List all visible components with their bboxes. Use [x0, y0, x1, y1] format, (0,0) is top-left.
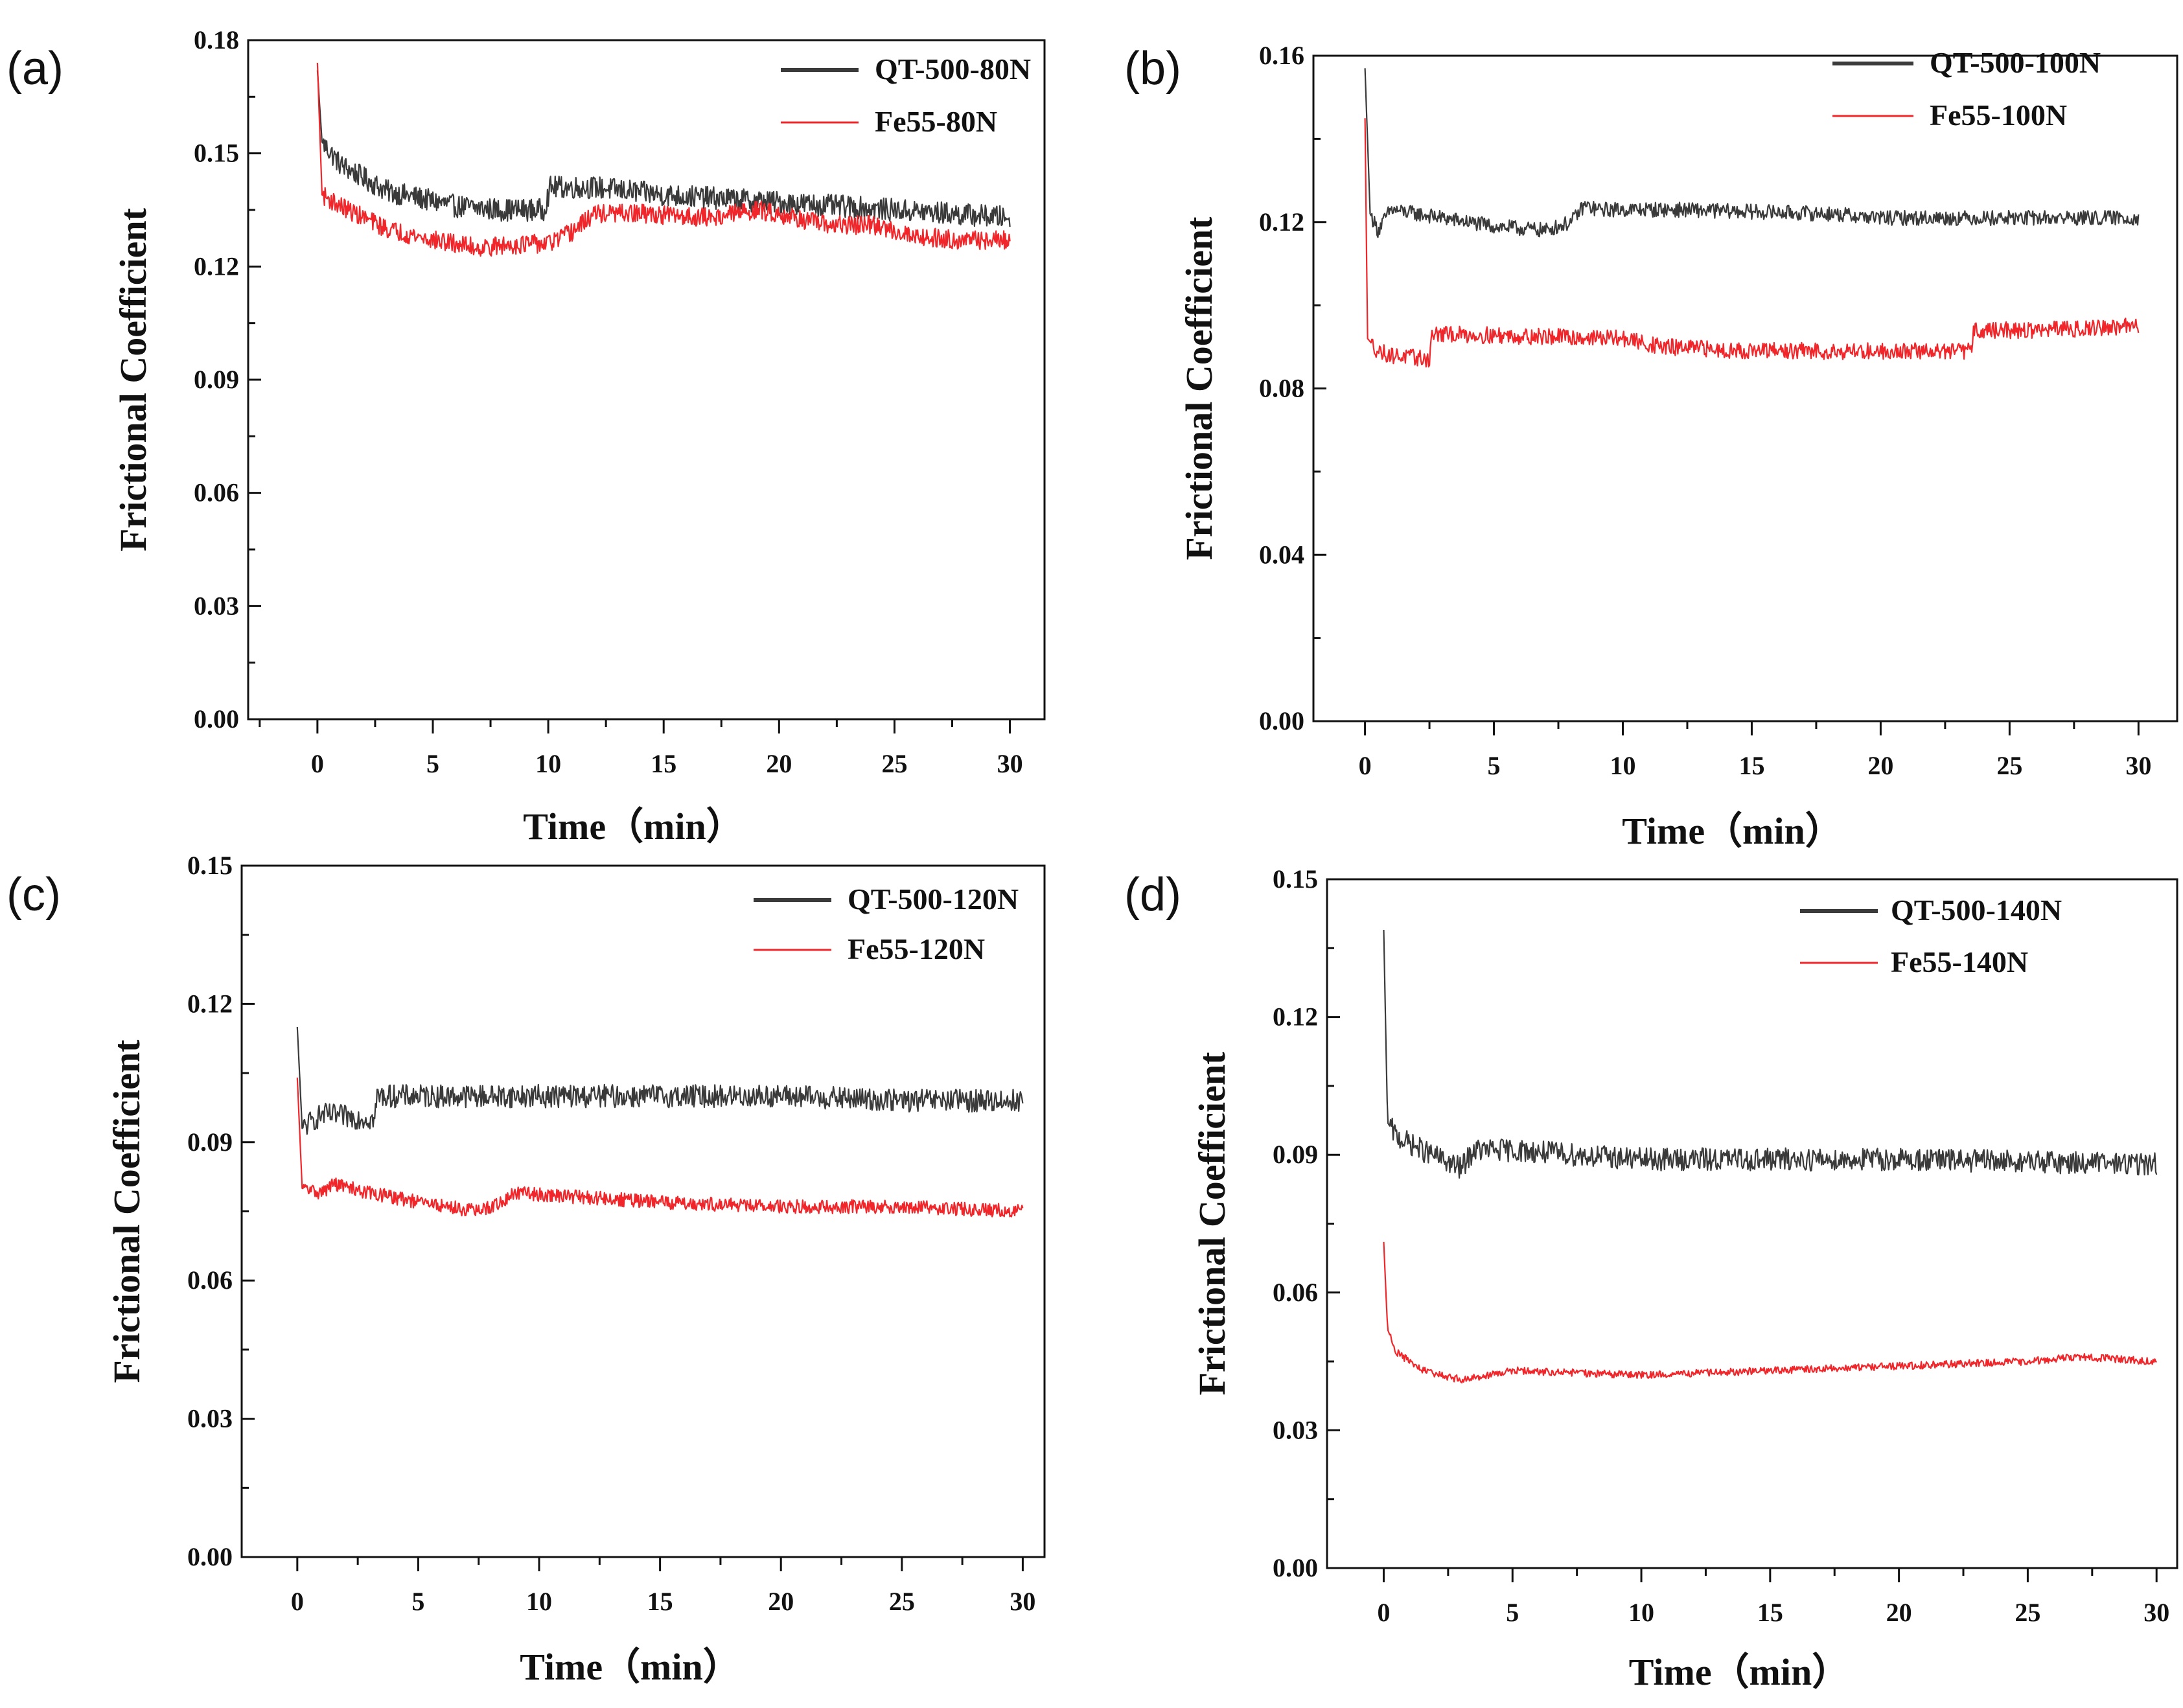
x-axis-title: Time（min）: [1629, 1651, 1850, 1693]
x-tick-label: 20: [766, 749, 792, 778]
series-line-Fe55-80N: [316, 62, 1011, 257]
y-axis-title: Frictional Coefficient: [106, 1039, 148, 1383]
plot-frame: [1312, 54, 2178, 722]
plot-frame: [247, 39, 1046, 721]
x-tick-label: 10: [526, 1587, 552, 1616]
x-tick-label: 20: [1867, 751, 1893, 780]
y-tick-label: 0.04: [1259, 540, 1304, 569]
x-tick-label: 25: [2015, 1598, 2040, 1627]
series-line-Fe55-100N: [1364, 118, 2140, 368]
series-line-QT-500-100N: [1364, 68, 2140, 238]
x-tick-label: 20: [1886, 1598, 1912, 1627]
y-tick-label: 0.09: [187, 1127, 233, 1157]
y-tick-label: 0.00: [187, 1542, 233, 1571]
legend-label: Fe55-100N: [1930, 98, 2067, 132]
y-tick-label: 0.00: [1273, 1553, 1318, 1582]
y-tick-label: 0.08: [1259, 374, 1304, 403]
y-tick-label: 0.06: [187, 1265, 233, 1295]
x-tick-label: 5: [1506, 1598, 1519, 1627]
plot-frame: [240, 864, 1046, 1558]
x-tick-label: 25: [1996, 751, 2022, 780]
x-tick-label: 15: [1738, 751, 1764, 780]
y-tick-label: 0.06: [1273, 1278, 1318, 1307]
y-tick-label: 0.09: [194, 365, 239, 394]
series-line-QT-500-80N: [316, 70, 1011, 227]
y-tick-label: 0.15: [1273, 864, 1318, 894]
x-tick-label: 10: [1610, 751, 1635, 780]
y-tick-label: 0.00: [194, 704, 239, 733]
legend-label: Fe55-80N: [875, 105, 997, 138]
y-tick-label: 0.15: [194, 139, 239, 168]
x-tick-label: 15: [1757, 1598, 1783, 1627]
x-tick-label: 5: [411, 1587, 424, 1616]
panel-label: (c): [6, 869, 61, 921]
x-tick-label: 10: [1628, 1598, 1654, 1627]
x-tick-label: 0: [291, 1587, 304, 1616]
x-tick-label: 0: [1377, 1598, 1390, 1627]
y-axis-title: Frictional Coefficient: [1191, 1052, 1233, 1396]
panel-label: (b): [1124, 43, 1181, 95]
legend-label: QT-500-100N: [1930, 46, 2101, 79]
x-tick-label: 5: [1488, 751, 1501, 780]
legend-label: Fe55-120N: [848, 932, 985, 965]
x-tick-label: 30: [1010, 1587, 1035, 1616]
panel-b: (b) 0.00 0.04 0.08 0.12 0.16 0 5 10 15 20 25 30 Time（…: [1124, 41, 2178, 852]
x-tick-label: 30: [2143, 1598, 2169, 1627]
panel-d: (d) 0.00 0.03 0.06 0.09 0.12 0.15 0 5 10 15 20 25 30 T…: [1124, 864, 2178, 1693]
y-tick-label: 0.12: [187, 989, 233, 1018]
series-line-QT-500-140N: [1383, 929, 2158, 1179]
x-axis-title: Time（min）: [1622, 810, 1843, 852]
legend-label: QT-500-80N: [875, 52, 1031, 86]
x-tick-label: 10: [535, 749, 561, 778]
y-tick-label: 0.16: [1259, 41, 1304, 70]
x-axis-title: Time（min）: [523, 805, 744, 848]
series-line-Fe55-120N: [296, 1078, 1024, 1218]
y-tick-label: 0.12: [1273, 1002, 1318, 1032]
panel-c: (c) 0.00 0.03 0.06 0.09 0.12 0.15 0 5 10 15 20 25 30 T…: [6, 851, 1046, 1688]
plot-frame: [1326, 878, 2178, 1569]
x-tick-label: 15: [647, 1587, 673, 1616]
x-tick-label: 0: [1359, 751, 1372, 780]
x-tick-label: 30: [2125, 751, 2151, 780]
panel-a: (a) 0.00 0.03 0.06 0.09 0.12 0.15 0.18 0 5 10 15 20 2…: [6, 25, 1046, 848]
x-tick-label: 20: [768, 1587, 794, 1616]
x-tick-label: 15: [651, 749, 676, 778]
x-tick-label: 0: [311, 749, 324, 778]
panel-label: (a): [6, 43, 64, 95]
y-tick-label: 0.15: [187, 851, 233, 880]
y-tick-label: 0.03: [187, 1404, 233, 1433]
legend-label: QT-500-120N: [848, 883, 1019, 916]
y-tick-label: 0.00: [1259, 706, 1304, 735]
y-tick-label: 0.03: [194, 591, 239, 620]
series-line-Fe55-140N: [1383, 1241, 2157, 1384]
y-tick-label: 0.12: [194, 251, 239, 281]
series-line-QT-500-120N: [296, 1026, 1024, 1135]
x-tick-label: 25: [889, 1587, 915, 1616]
y-axis-title: Frictional Coefficient: [1178, 216, 1220, 560]
x-axis-title: Time（min）: [520, 1646, 741, 1688]
panel-label: (d): [1124, 869, 1181, 921]
x-tick-label: 30: [997, 749, 1023, 778]
y-tick-label: 0.12: [1259, 207, 1304, 237]
x-tick-label: 5: [426, 749, 439, 778]
legend-label: Fe55-140N: [1891, 945, 2028, 978]
y-tick-label: 0.09: [1273, 1140, 1318, 1169]
y-tick-label: 0.03: [1273, 1415, 1318, 1444]
y-tick-label: 0.18: [194, 25, 239, 54]
y-axis-title: Frictional Coefficient: [112, 207, 154, 551]
x-tick-label: 25: [881, 749, 907, 778]
legend-label: QT-500-140N: [1891, 894, 2062, 927]
y-tick-label: 0.06: [194, 478, 239, 507]
